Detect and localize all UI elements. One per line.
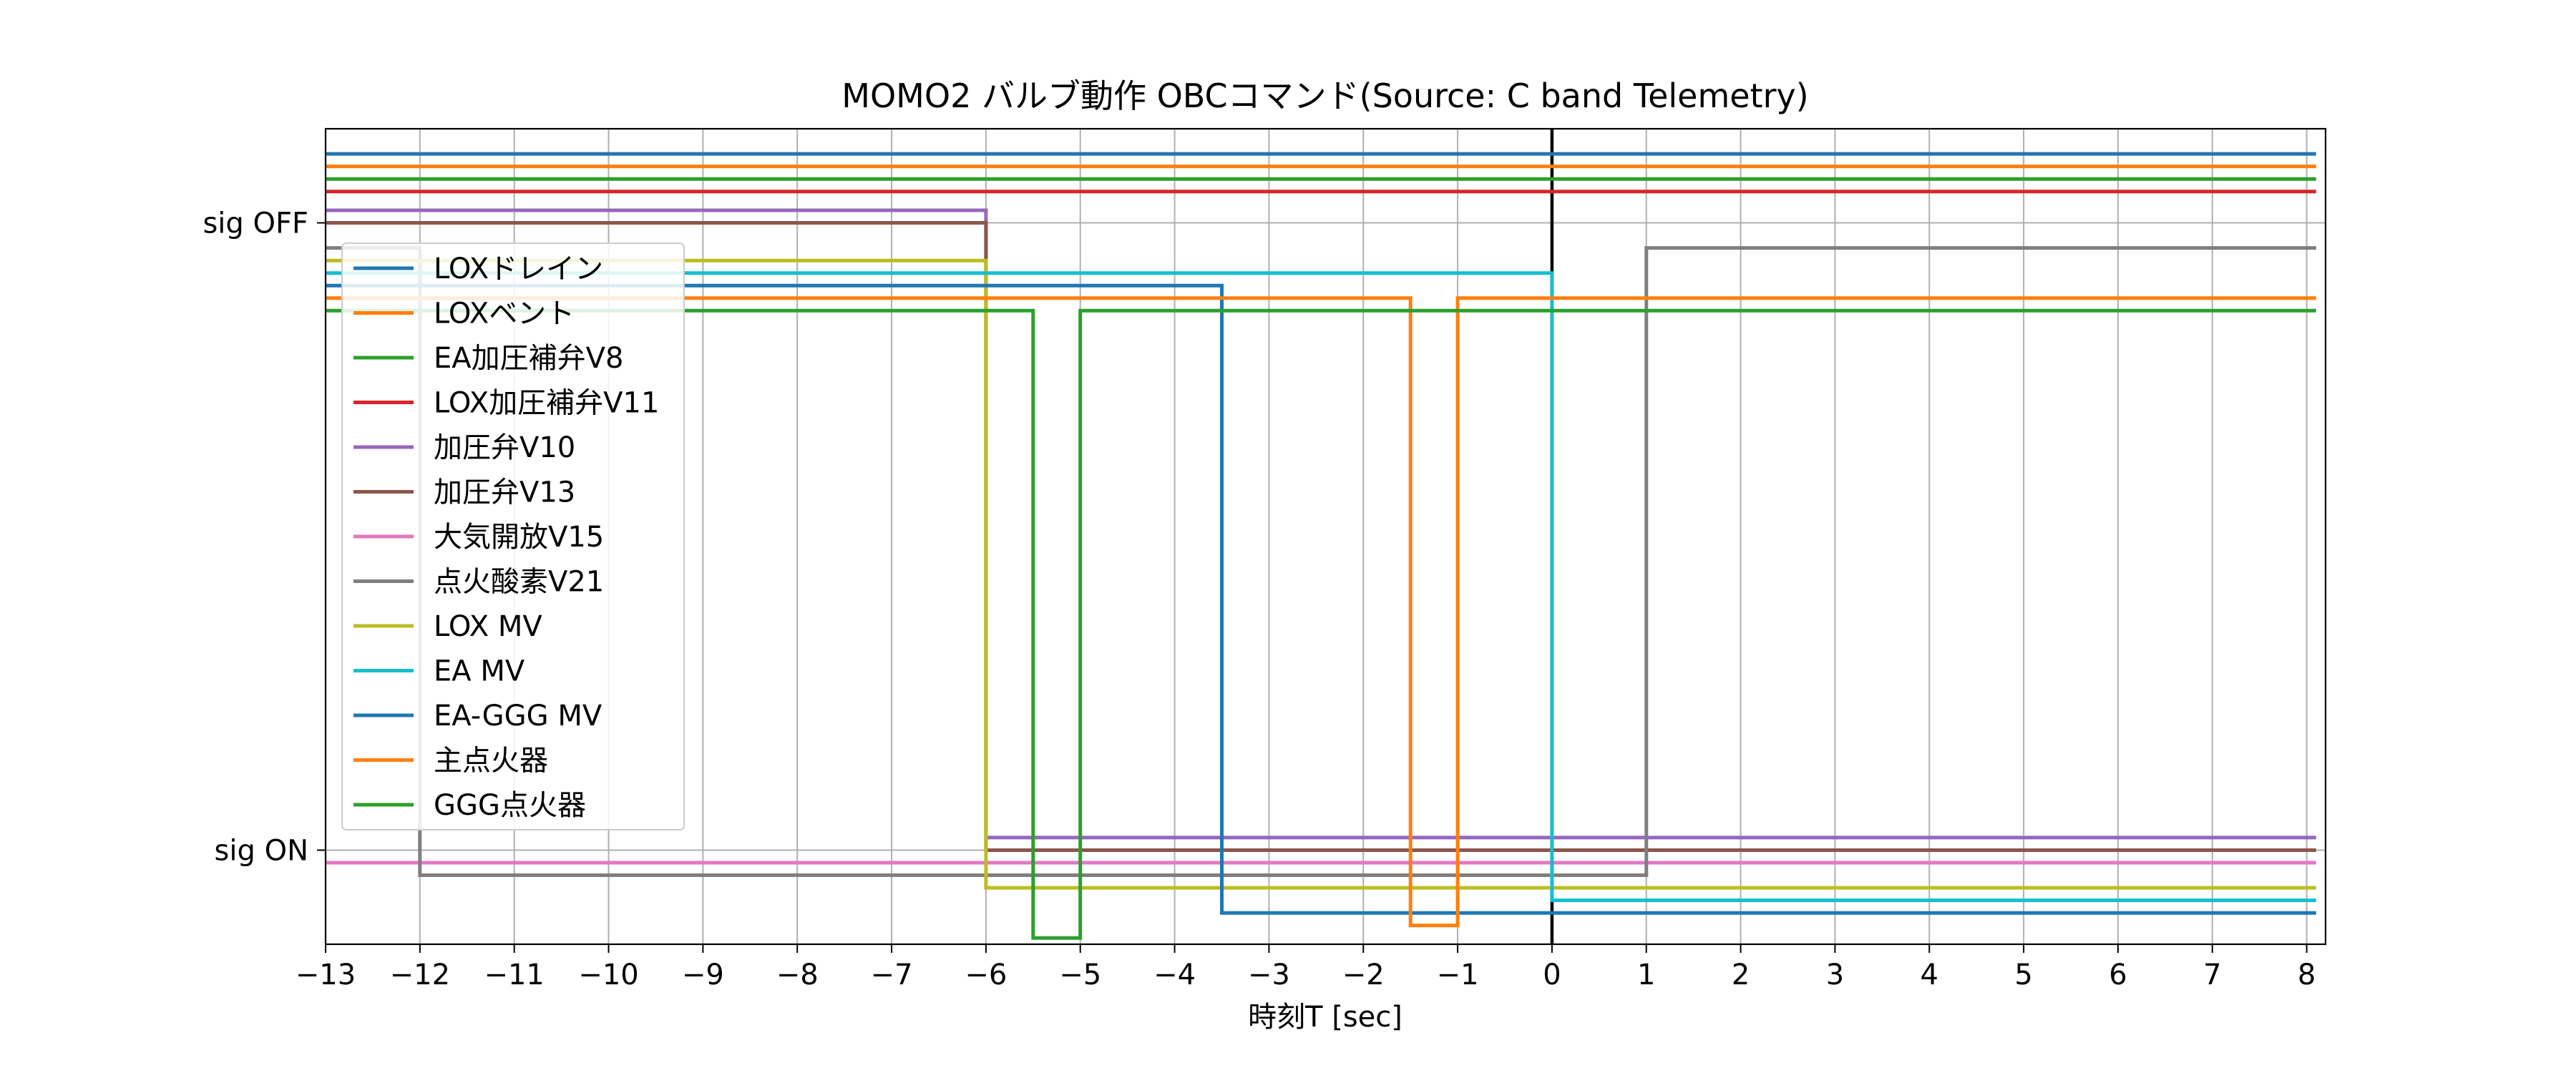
series-line: [326, 296, 2316, 928]
x-tick-label: 3: [1826, 959, 1844, 991]
x-tick-label: 5: [2014, 959, 2032, 991]
x-tick-label: −1: [1437, 959, 1479, 991]
legend: LOXドレイン LOXベント EA加圧補弁V8 LOX加圧補弁V11 加圧弁V10 加圧弁…: [341, 242, 685, 831]
y-tick-label: sig ON: [215, 834, 308, 867]
legend-entry-label: 点火酸素V21: [434, 566, 604, 599]
x-tick-label: 1: [1637, 959, 1655, 991]
x-tick-label: 6: [2109, 959, 2127, 991]
legend-entry-label: LOXドレイン: [434, 253, 603, 285]
legend-entry-label: 加圧弁V13: [434, 476, 575, 509]
legend-box: [341, 242, 685, 831]
x-tick-label: −5: [1059, 959, 1101, 991]
x-tick-label: −2: [1342, 959, 1385, 991]
series-line: [326, 283, 2316, 915]
x-tick-label: 7: [2203, 959, 2221, 991]
plot-area-frame: [324, 127, 2327, 946]
legend-entry-label: 大気開放V15: [434, 521, 604, 554]
x-tick-label: −6: [965, 959, 1007, 991]
series-group: [326, 152, 2316, 940]
x-tick-label: −4: [1153, 959, 1196, 991]
series-line: [326, 271, 2316, 903]
legend-entry-label: LOXベント: [434, 298, 575, 330]
y-tick-label: sig OFF: [203, 207, 308, 240]
x-tick-label: −7: [871, 959, 913, 991]
x-tick-label: 0: [1543, 959, 1561, 991]
x-tick-label: −3: [1248, 959, 1290, 991]
legend-entry-label: LOX MV: [434, 610, 542, 643]
x-tick-label: 2: [1732, 959, 1750, 991]
x-tick-label: −11: [484, 959, 544, 991]
x-tick-label: −13: [296, 959, 356, 991]
x-tick-label: −9: [682, 959, 724, 991]
chart-title: MOMO2 バルブ動作 OBCコマンド(Source: C band Telem…: [841, 77, 1808, 115]
x-tick-label: 4: [1921, 959, 1938, 991]
axes: −13 −12 −11 −10 −9 −8 −7 −6 −5 −4 −3 −2 −1 0 1 2 3 4 5 6 7 8s…: [203, 207, 2316, 991]
legend-entry-label: EA加圧補弁V8: [434, 342, 623, 375]
legend-entry-label: EA MV: [434, 655, 525, 688]
legend-entry-label: 主点火器: [434, 745, 548, 778]
x-tick-label: −10: [578, 959, 638, 991]
legend-entry-label: GGG点火器: [434, 789, 586, 822]
x-axis-label: 時刻T [sec]: [1248, 1001, 1402, 1034]
legend-entry-label: 加圧弁V10: [434, 431, 575, 464]
legend-entry-label: LOX加圧補弁V11: [434, 387, 659, 420]
series-line: [326, 308, 2316, 940]
x-tick-label: 8: [2298, 959, 2316, 991]
x-tick-label: −12: [390, 959, 450, 991]
x-tick-label: −8: [776, 959, 819, 991]
legend-entry-label: EA-GGG MV: [434, 700, 602, 733]
